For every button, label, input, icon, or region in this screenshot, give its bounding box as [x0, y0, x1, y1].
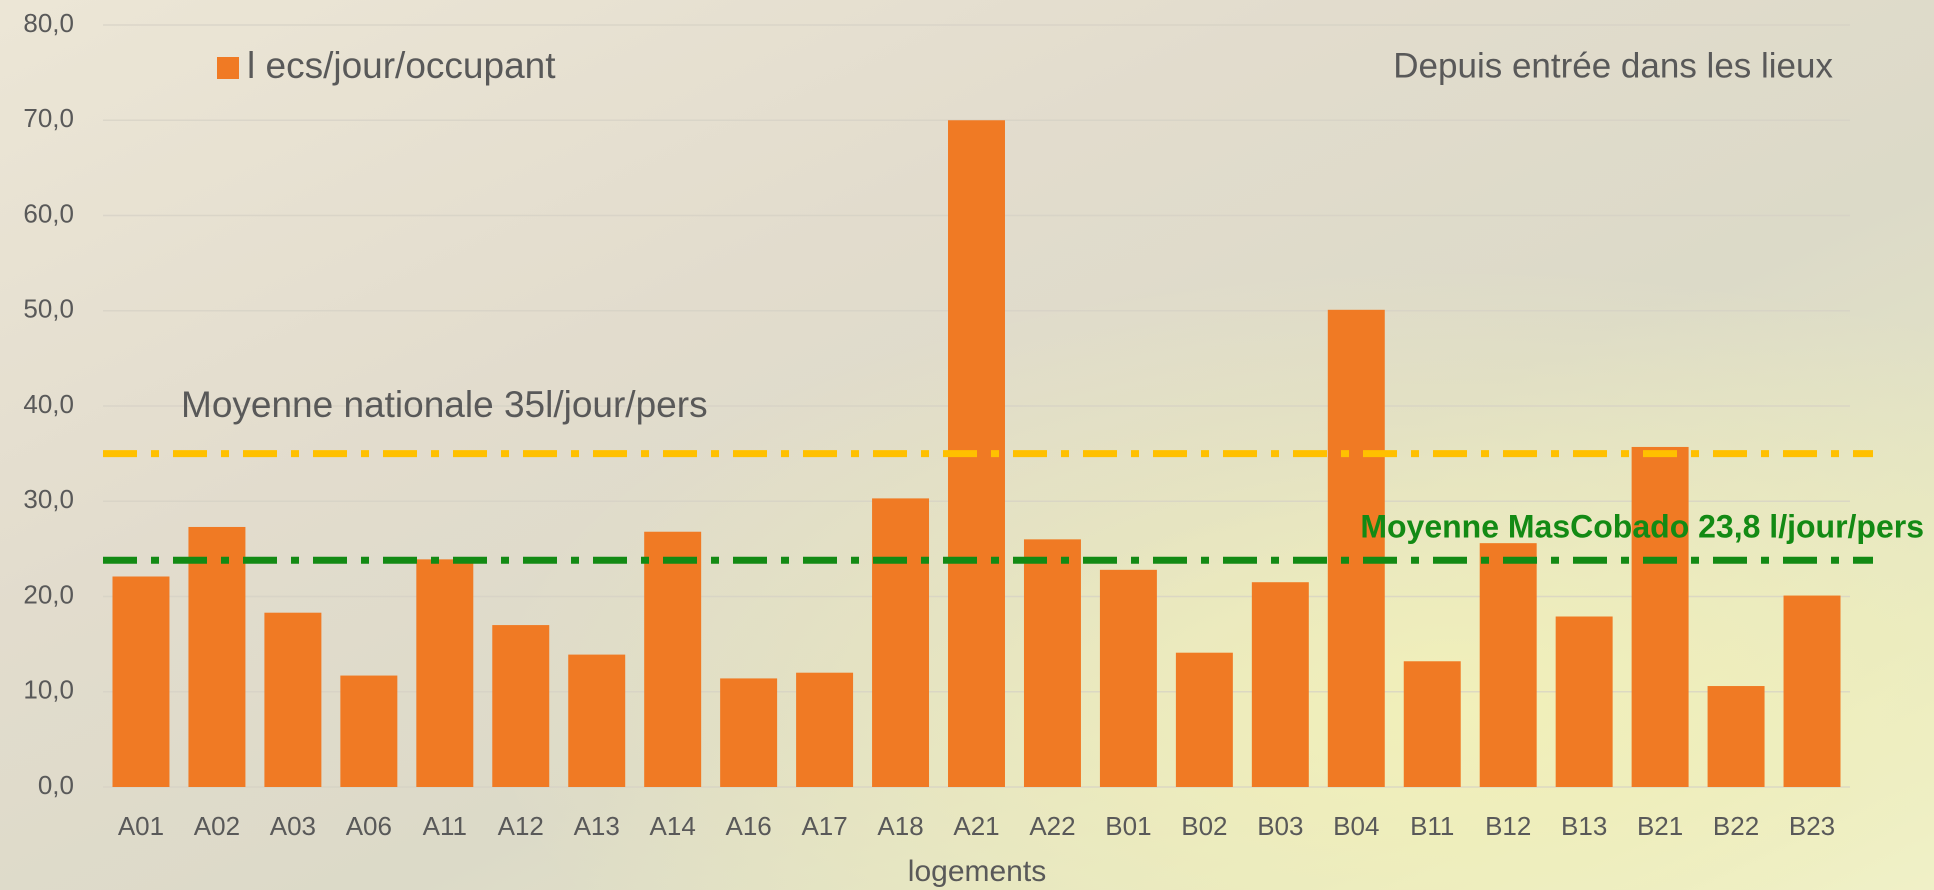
x-tick-label: A16	[725, 811, 771, 841]
y-tick-label: 0,0	[38, 770, 74, 800]
reference-label: Moyenne MasCobado 23,8 l/jour/pers	[1360, 508, 1924, 544]
reference-label: Moyenne nationale 35l/jour/pers	[181, 384, 708, 425]
bar	[872, 498, 929, 787]
x-tick-label: A22	[1029, 811, 1075, 841]
page: l ecs/jour/occupant Depuis entrée dans l…	[0, 0, 1934, 890]
x-tick-label: B02	[1181, 811, 1227, 841]
bar	[1328, 310, 1385, 787]
bar	[568, 655, 625, 787]
y-tick-label: 70,0	[23, 103, 74, 133]
x-tick-label: A21	[953, 811, 999, 841]
bar	[112, 576, 169, 787]
x-tick-label: A01	[118, 811, 164, 841]
y-tick-label: 20,0	[23, 579, 74, 609]
x-tick-label: A02	[194, 811, 240, 841]
bar	[1708, 686, 1765, 787]
bar	[1784, 596, 1841, 787]
x-tick-label: B04	[1333, 811, 1379, 841]
legend-swatch	[217, 57, 239, 79]
bar	[644, 532, 701, 787]
x-tick-label: A06	[346, 811, 392, 841]
y-tick-label: 10,0	[23, 675, 74, 705]
x-tick-label: B13	[1561, 811, 1607, 841]
bar	[1024, 539, 1081, 787]
bar	[188, 527, 245, 787]
x-axis-title: logements	[908, 855, 1046, 888]
bar	[1100, 570, 1157, 787]
x-tick-label: A17	[801, 811, 847, 841]
x-tick-label: B01	[1105, 811, 1151, 841]
y-tick-label: 60,0	[23, 198, 74, 228]
y-tick-label: 30,0	[23, 484, 74, 514]
bar	[264, 613, 321, 787]
x-tick-label: B23	[1789, 811, 1835, 841]
legend-label: l ecs/jour/occupant	[247, 45, 556, 86]
x-tick-label: A12	[498, 811, 544, 841]
annotation: Depuis entrée dans les lieux	[1393, 46, 1833, 85]
bar	[796, 673, 853, 787]
chart: l ecs/jour/occupant Depuis entrée dans l…	[0, 0, 1934, 890]
bar	[492, 625, 549, 787]
bar	[340, 676, 397, 787]
y-tick-label: 80,0	[23, 8, 74, 38]
bar	[1252, 582, 1309, 787]
y-tick-label: 40,0	[23, 389, 74, 419]
x-tick-label: A14	[650, 811, 696, 841]
bar	[1556, 617, 1613, 787]
x-tick-label: A03	[270, 811, 316, 841]
x-tick-label: A13	[574, 811, 620, 841]
y-tick-label: 50,0	[23, 294, 74, 324]
x-tick-label: A11	[423, 811, 467, 841]
x-tick-label: B21	[1637, 811, 1683, 841]
x-tick-label: A18	[877, 811, 923, 841]
x-tick-label: B22	[1713, 811, 1759, 841]
bar	[1632, 447, 1689, 787]
x-tick-label: B03	[1257, 811, 1303, 841]
x-tick-label: B11	[1410, 811, 1454, 841]
bar	[416, 559, 473, 787]
bar	[1176, 653, 1233, 787]
bar	[720, 678, 777, 787]
bar	[1404, 661, 1461, 787]
bar	[1480, 543, 1537, 787]
x-tick-label: B12	[1485, 811, 1531, 841]
